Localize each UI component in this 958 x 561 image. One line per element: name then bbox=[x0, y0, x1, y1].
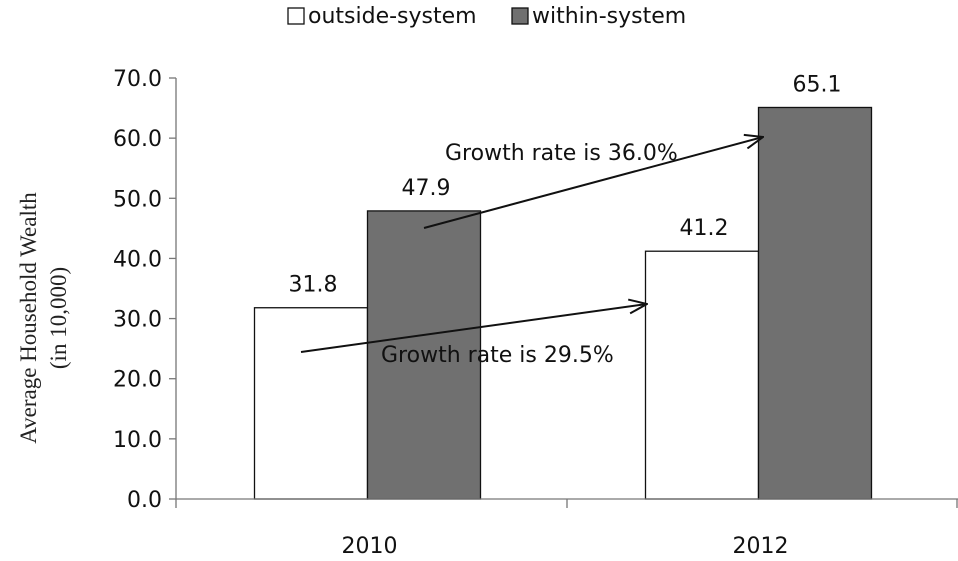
legend-label-within-system: within-system bbox=[532, 4, 686, 29]
legend-label-outside-system: outside-system bbox=[308, 4, 477, 29]
y-tick-label: 20.0 bbox=[113, 368, 162, 393]
data-label-outside-system-2010: 31.8 bbox=[289, 273, 338, 298]
x-category-label: 2012 bbox=[733, 534, 789, 559]
bar-within-system-2012 bbox=[757, 106, 873, 500]
y-axis-label: Average Household Wealth bbox=[16, 192, 41, 444]
axes bbox=[175, 78, 958, 508]
y-tick-label: 70.0 bbox=[113, 67, 162, 92]
annotation-growth-within-system: Growth rate is 36.0% bbox=[445, 141, 678, 166]
bar-outside-system-2012 bbox=[644, 250, 760, 500]
legend-swatch-outside-system bbox=[287, 7, 305, 25]
y-tick-label: 50.0 bbox=[113, 187, 162, 212]
growth-arrow-outside-system bbox=[300, 304, 647, 353]
y-tick-label: 60.0 bbox=[113, 127, 162, 152]
legend: outside-system within-system bbox=[287, 4, 686, 29]
bar-outside-system-2010 bbox=[253, 307, 369, 500]
x-axis-categories: 2010 2012 bbox=[342, 534, 789, 559]
y-tick-label: 40.0 bbox=[113, 247, 162, 272]
annotations: Growth rate is 36.0% Growth rate is 29.5… bbox=[300, 137, 763, 368]
annotation-growth-outside-system: Growth rate is 29.5% bbox=[381, 343, 614, 368]
y-axis-label-unit: (in 10,000) bbox=[46, 267, 71, 369]
data-label-within-system-2010: 47.9 bbox=[402, 176, 451, 201]
legend-swatch-within-system bbox=[511, 7, 529, 25]
bar-within-system-2010 bbox=[366, 210, 482, 500]
y-tick-label: 10.0 bbox=[113, 428, 162, 453]
data-label-within-system-2012: 65.1 bbox=[793, 72, 842, 97]
growth-arrow-within-system bbox=[423, 137, 763, 229]
bars bbox=[253, 106, 873, 500]
y-tick-label: 30.0 bbox=[113, 308, 162, 333]
x-category-label: 2010 bbox=[342, 534, 398, 559]
data-labels: 31.8 47.9 41.2 65.1 bbox=[289, 72, 842, 297]
y-tick-label: 0.0 bbox=[127, 488, 162, 513]
data-label-outside-system-2012: 41.2 bbox=[680, 216, 729, 241]
y-axis-ticks: 0.0 10.0 20.0 30.0 40.0 50.0 60.0 70.0 bbox=[113, 67, 176, 513]
